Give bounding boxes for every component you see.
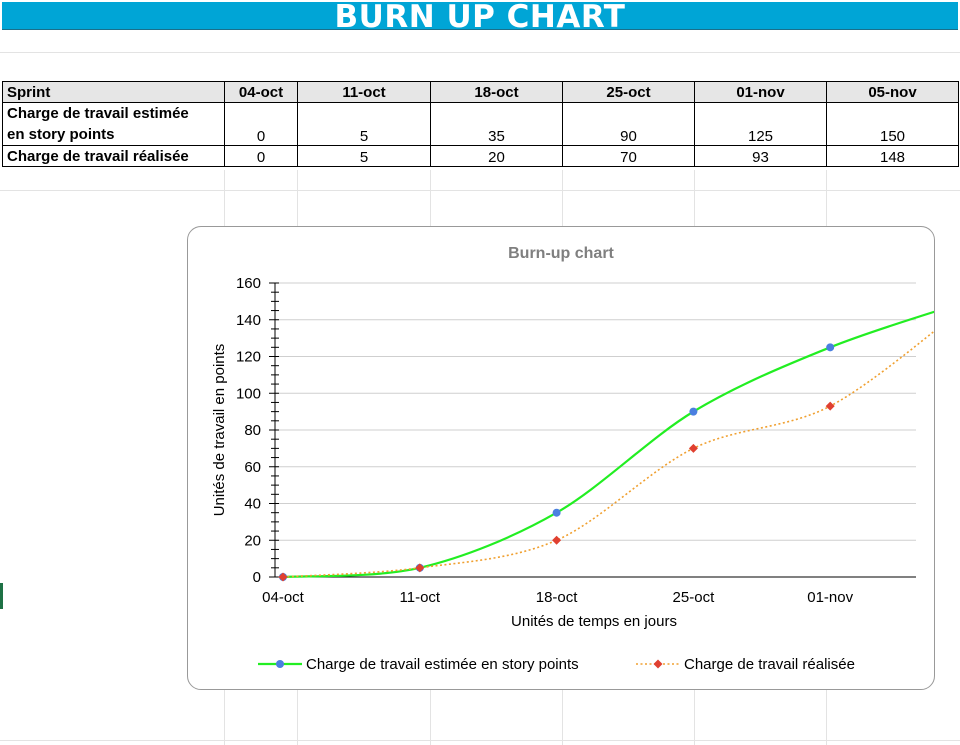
value-cell[interactable]: 150 (826, 102, 959, 146)
y-tick-label: 40 (244, 496, 261, 513)
header-cell[interactable]: 04-oct (224, 81, 298, 103)
data-point-2 (415, 563, 425, 573)
data-point-2 (688, 443, 698, 453)
chart-container[interactable]: Burn-up chart 0 20 40 60 80 100 120 140 160 04-oct… (187, 226, 935, 690)
value-cell[interactable]: 93 (694, 145, 827, 167)
data-point-1 (826, 343, 835, 352)
value-cell[interactable]: 70 (562, 145, 695, 167)
y-tick-label: 160 (236, 275, 261, 292)
y-tick-label: 80 (244, 422, 261, 439)
y-tick-label: 0 (253, 569, 261, 586)
series-line-2 (282, 330, 934, 578)
value-cell[interactable]: 0 (224, 102, 298, 146)
legend-marker-2 (653, 659, 663, 669)
row-label-cell[interactable]: Charge de travail réalisée (2, 145, 225, 167)
value-cell[interactable]: 5 (297, 102, 431, 146)
y-tick-label: 20 (244, 532, 261, 549)
row-label-cell[interactable]: Charge de travail estimée en story points (2, 102, 225, 146)
sprint-data-table: Sprint 04-oct 11-oct 18-oct 25-oct 01-no… (2, 81, 959, 167)
header-cell[interactable]: 11-oct (297, 81, 431, 103)
row-label-line2: en story points (7, 126, 115, 143)
header-cell[interactable]: 18-oct (430, 81, 563, 103)
value-cell[interactable]: 90 (562, 102, 695, 146)
page-title: BURN UP CHART (2, 2, 958, 30)
row-label-line1: Charge de travail estimée (7, 105, 189, 122)
value-cell[interactable]: 20 (430, 145, 563, 167)
header-cell[interactable]: 25-oct (562, 81, 695, 103)
y-tick-label: 140 (236, 312, 261, 329)
data-point-2 (552, 535, 562, 545)
header-cell[interactable]: 01-nov (694, 81, 827, 103)
table-header-row: Sprint 04-oct 11-oct 18-oct 25-oct 01-no… (2, 81, 959, 103)
x-tick-label: 04-oct (262, 589, 305, 606)
chart-title: Burn-up chart (508, 245, 614, 262)
x-tick-label: 18-oct (536, 589, 579, 606)
value-cell[interactable]: 148 (826, 145, 959, 167)
y-tick-label: 100 (236, 385, 261, 402)
value-cell[interactable]: 0 (224, 145, 298, 167)
legend-label-2: Charge de travail réalisée (684, 656, 855, 673)
y-axis-title: Unités de travail en points (211, 344, 228, 517)
table-row-estimated: Charge de travail estimée en story points… (2, 102, 959, 146)
series-line-1 (282, 310, 934, 579)
data-point-1 (552, 508, 561, 517)
legend-label-1: Charge de travail estimée en story point… (306, 656, 579, 673)
header-cell[interactable]: 05-nov (826, 81, 959, 103)
legend-marker-1 (276, 660, 284, 668)
data-point-2 (825, 401, 835, 411)
value-cell[interactable]: 5 (297, 145, 431, 167)
x-axis-title: Unités de temps en jours (511, 613, 677, 630)
y-tick-label: 120 (236, 349, 261, 366)
sheet-selection-marker (0, 583, 3, 609)
value-cell[interactable]: 35 (430, 102, 563, 146)
header-cell[interactable]: Sprint (2, 81, 225, 103)
table-row-realized: Charge de travail réalisée 0 5 20 70 93 … (2, 145, 959, 167)
value-cell[interactable]: 125 (694, 102, 827, 146)
burn-up-chart: Burn-up chart 0 20 40 60 80 100 120 140 160 04-oct… (211, 245, 934, 673)
x-tick-label: 11-oct (400, 589, 441, 606)
y-tick-label: 60 (244, 459, 261, 476)
x-tick-label: 01-nov (807, 589, 853, 606)
x-tick-label: 25-oct (673, 589, 716, 606)
data-point-1 (689, 407, 698, 416)
data-point-2 (278, 572, 288, 582)
